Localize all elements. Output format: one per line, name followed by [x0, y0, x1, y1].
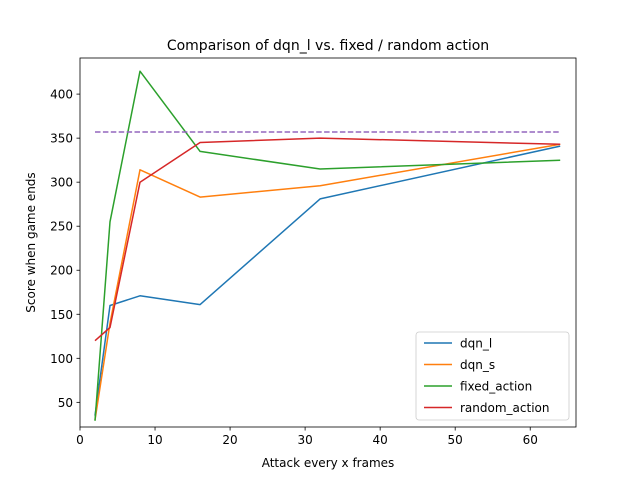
y-tick-label: 400	[50, 88, 73, 102]
x-tick-label: 0	[76, 433, 84, 447]
x-tick-label: 50	[448, 433, 463, 447]
legend-label-dqn-s: dqn_s	[460, 358, 495, 372]
series-line-fixed-action	[94, 70, 561, 421]
legend-label-random-action: random_action	[460, 401, 549, 415]
y-tick-label: 350	[50, 132, 73, 146]
y-axis-label: Score when game ends	[24, 172, 38, 312]
y-axis: 50 100 150 200 250 300 350 400	[50, 88, 80, 410]
y-tick-label: 150	[50, 308, 73, 322]
series-line-dqn-s	[94, 143, 561, 421]
legend-box	[415, 331, 570, 421]
y-tick-label: 100	[50, 352, 73, 366]
x-axis-label: Attack every x frames	[262, 456, 395, 470]
y-tick-label: 200	[50, 264, 73, 278]
series-line-dqn-l	[94, 145, 561, 416]
y-tick-label: 250	[50, 220, 73, 234]
plot-frame	[79, 57, 577, 428]
x-tick-label: 20	[222, 433, 237, 447]
legend: dqn_l dqn_s fixed_action random_action	[415, 331, 570, 421]
y-tick-label: 300	[50, 176, 73, 190]
y-tick-label: 50	[58, 396, 73, 410]
x-axis: 0 10 20 30 40 50 60	[76, 427, 538, 447]
x-tick-label: 30	[297, 433, 312, 447]
legend-label-fixed-action: fixed_action	[460, 380, 532, 394]
x-tick-label: 10	[147, 433, 162, 447]
legend-label-dqn-l: dqn_l	[460, 337, 492, 351]
x-tick-label: 40	[373, 433, 388, 447]
chart-title: Comparison of dqn_l vs. fixed / random a…	[167, 38, 489, 54]
series-line-random-action	[94, 137, 561, 342]
x-tick-label: 60	[523, 433, 538, 447]
plot-lines	[94, 70, 561, 421]
